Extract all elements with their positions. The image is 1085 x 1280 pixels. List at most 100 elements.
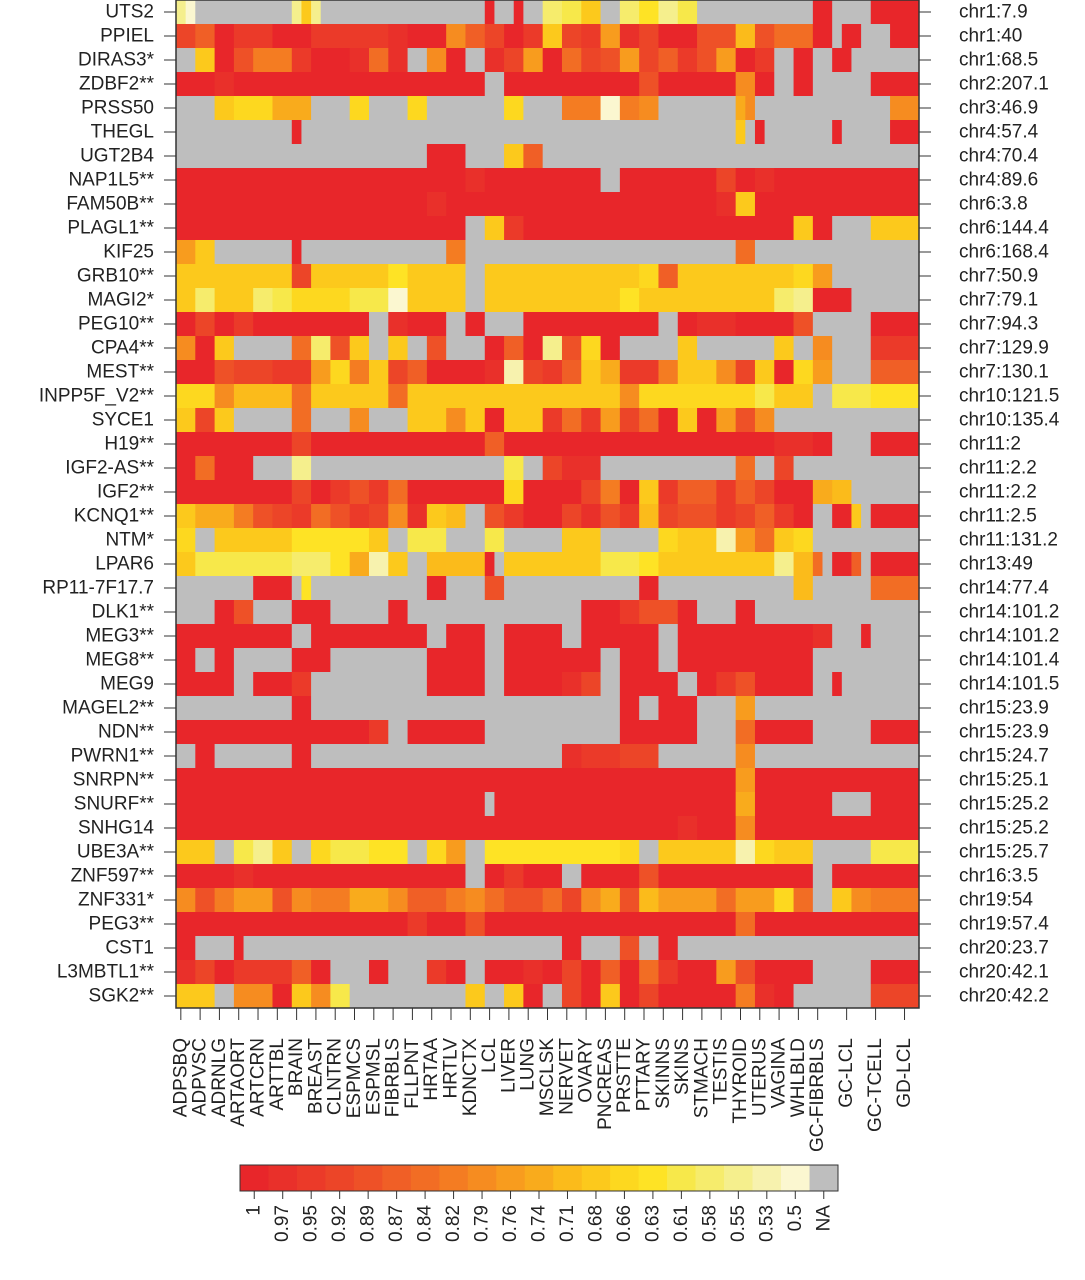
heatmap-cell: [523, 504, 563, 529]
heatmap-cell: [253, 456, 293, 481]
tissue-label: ARTCRN: [248, 1038, 269, 1117]
heatmap-cell: [253, 840, 273, 865]
heatmap-cell: [812, 864, 833, 889]
heatmap-cell: [812, 264, 833, 289]
heatmap-cell: [754, 384, 775, 409]
heatmap-cell: [311, 384, 389, 409]
heatmap-cell: [832, 432, 872, 457]
heatmap-cell: [311, 480, 331, 505]
location-label: chr15:25.1: [959, 770, 1049, 791]
heatmap-cell: [754, 816, 920, 841]
heatmap-cell: [291, 888, 312, 913]
heatmap-cell: [716, 480, 737, 505]
heatmap-cell: [330, 480, 351, 505]
heatmap-cell: [214, 456, 254, 481]
heatmap-cell: [639, 288, 775, 313]
heatmap-cell: [619, 888, 640, 913]
heatmap-cell: [812, 432, 833, 457]
heatmap-cell: [195, 288, 215, 313]
heatmap-cell: [311, 0, 322, 25]
heatmap-cell: [600, 96, 621, 121]
heatmap-cell: [619, 840, 640, 865]
heatmap-cell: [870, 504, 920, 529]
heatmap-cell: [841, 672, 920, 697]
heatmap-cell: [465, 840, 486, 865]
gene-label: MEG9: [100, 674, 154, 695]
heatmap-cell: [600, 336, 621, 361]
heatmap-cell: [484, 720, 621, 745]
heatmap-cell: [870, 720, 920, 745]
heatmap-cell: [311, 888, 351, 913]
heatmap-cell: [890, 24, 920, 49]
heatmap-cell: [639, 696, 659, 721]
heatmap-cell: [735, 744, 756, 769]
heatmap-cell: [658, 984, 737, 1009]
heatmap-cell: [735, 816, 756, 841]
legend-swatch: [809, 1165, 839, 1191]
location-label: chr4:89.6: [959, 170, 1038, 191]
location-label: chr14:101.5: [959, 674, 1059, 695]
heatmap-cell: [195, 24, 215, 49]
heatmap-cell: [349, 552, 370, 577]
heatmap-cell: [658, 312, 679, 337]
heatmap-cell: [523, 24, 544, 49]
heatmap-cell: [774, 840, 814, 865]
heatmap-cell: [176, 456, 196, 481]
heatmap-cell: [658, 408, 679, 433]
heatmap-cell: [870, 840, 920, 865]
heatmap-cell: [176, 408, 196, 433]
heatmap-cell: [658, 624, 679, 649]
heatmap-cell: [600, 480, 621, 505]
heatmap-cell: [253, 600, 293, 625]
heatmap-cell: [658, 552, 775, 577]
heatmap-cell: [581, 600, 621, 625]
heatmap-cell: [407, 288, 466, 313]
tissue-label: WHLBLD: [788, 1038, 809, 1117]
heatmap-cell: [812, 48, 833, 73]
heatmap-cell: [754, 696, 920, 721]
heatmap-cell: [484, 672, 505, 697]
heatmap-cell: [697, 696, 737, 721]
heatmap-cell: [677, 336, 698, 361]
heatmap-cell: [735, 48, 756, 73]
heatmap-cell: [504, 336, 524, 361]
legend-swatch: [353, 1165, 383, 1191]
legend-swatch: [724, 1165, 753, 1191]
tissue-label: STMACH: [691, 1038, 712, 1118]
heatmap-cell: [793, 312, 814, 337]
heatmap-cell: [465, 24, 486, 49]
heatmap-cell: [504, 408, 544, 433]
tissue-label: MSCLSK: [537, 1038, 558, 1116]
heatmap-cell: [368, 96, 408, 121]
heatmap-cell: [523, 312, 659, 337]
heatmap-cell: [812, 672, 833, 697]
heatmap-cell: [504, 96, 524, 121]
heatmap-cell: [735, 96, 746, 121]
tissue-label: ESPMSL: [363, 1038, 384, 1115]
location-label: chr7:50.9: [959, 266, 1038, 287]
heatmap-cell: [484, 528, 505, 553]
heatmap-cell: [426, 672, 486, 697]
heatmap-cell: [812, 648, 920, 673]
heatmap-cell: [774, 336, 794, 361]
heatmap-cell: [407, 720, 486, 745]
heatmap-cell: [793, 576, 814, 601]
heatmap-cell: [890, 96, 920, 121]
heatmap-cell: [311, 840, 331, 865]
heatmap-cell: [195, 936, 235, 961]
heatmap-cell: [484, 288, 621, 313]
heatmap-cell: [243, 936, 563, 961]
location-label: chr7:94.3: [959, 314, 1038, 335]
heatmap-cell: [176, 864, 235, 889]
heatmap-cell: [272, 24, 312, 49]
heatmap-cell: [426, 96, 505, 121]
heatmap-cell: [368, 720, 389, 745]
heatmap-cell: [233, 96, 273, 121]
heatmap-cell: [600, 48, 621, 73]
heatmap-cell: [446, 24, 466, 49]
heatmap-cell: [185, 0, 196, 25]
heatmap-cell: [484, 360, 505, 385]
heatmap-cell: [639, 48, 659, 73]
gene-label: DLK1**: [92, 602, 155, 623]
heatmap-cell: [812, 72, 833, 97]
